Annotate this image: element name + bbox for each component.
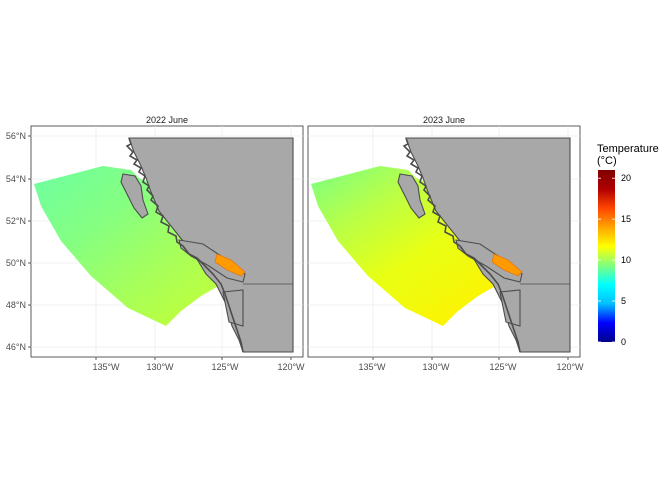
y-tick-label: 52°N xyxy=(6,216,26,226)
colorbar-tick-label: 0 xyxy=(621,337,626,347)
y-tick-label: 48°N xyxy=(6,300,26,310)
x-axis-2023: 135°W 130°W 125°W 120°W xyxy=(358,357,584,372)
y-tick-label: 46°N xyxy=(6,342,26,352)
panel-title-2022: 2022 June xyxy=(146,115,188,125)
y-tick-label: 56°N xyxy=(6,131,26,141)
x-tick-label: 135°W xyxy=(358,362,386,372)
x-tick-label: 130°W xyxy=(146,362,174,372)
x-tick-label: 130°W xyxy=(422,362,450,372)
map-panel-2023 xyxy=(307,125,581,358)
colorbar-tick-label: 10 xyxy=(621,255,631,265)
x-tick-label: 120°W xyxy=(556,362,584,372)
colorbar-tick-label: 5 xyxy=(621,296,626,306)
x-tick-label: 125°W xyxy=(489,362,517,372)
x-tick-label: 120°W xyxy=(277,362,305,372)
x-axis-2022: 135°W 130°W 125°W 120°W xyxy=(92,357,305,372)
y-tick-label: 50°N xyxy=(6,258,26,268)
colorbar-tick-label: 20 xyxy=(621,173,631,183)
map-panel-2022 xyxy=(30,125,304,358)
legend-title: Temperature xyxy=(597,143,659,155)
y-axis: 56°N 54°N 52°N 50°N 48°N 46°N xyxy=(6,131,31,352)
legend: Temperature (°C) 20 15 10 5 0 xyxy=(597,143,659,347)
colorbar-tick-label: 15 xyxy=(621,214,631,224)
x-tick-label: 135°W xyxy=(92,362,120,372)
legend-subtitle: (°C) xyxy=(597,155,617,167)
x-tick-label: 125°W xyxy=(211,362,239,372)
panel-title-2023: 2023 June xyxy=(423,115,465,125)
colorbar xyxy=(598,170,615,342)
y-tick-label: 54°N xyxy=(6,174,26,184)
